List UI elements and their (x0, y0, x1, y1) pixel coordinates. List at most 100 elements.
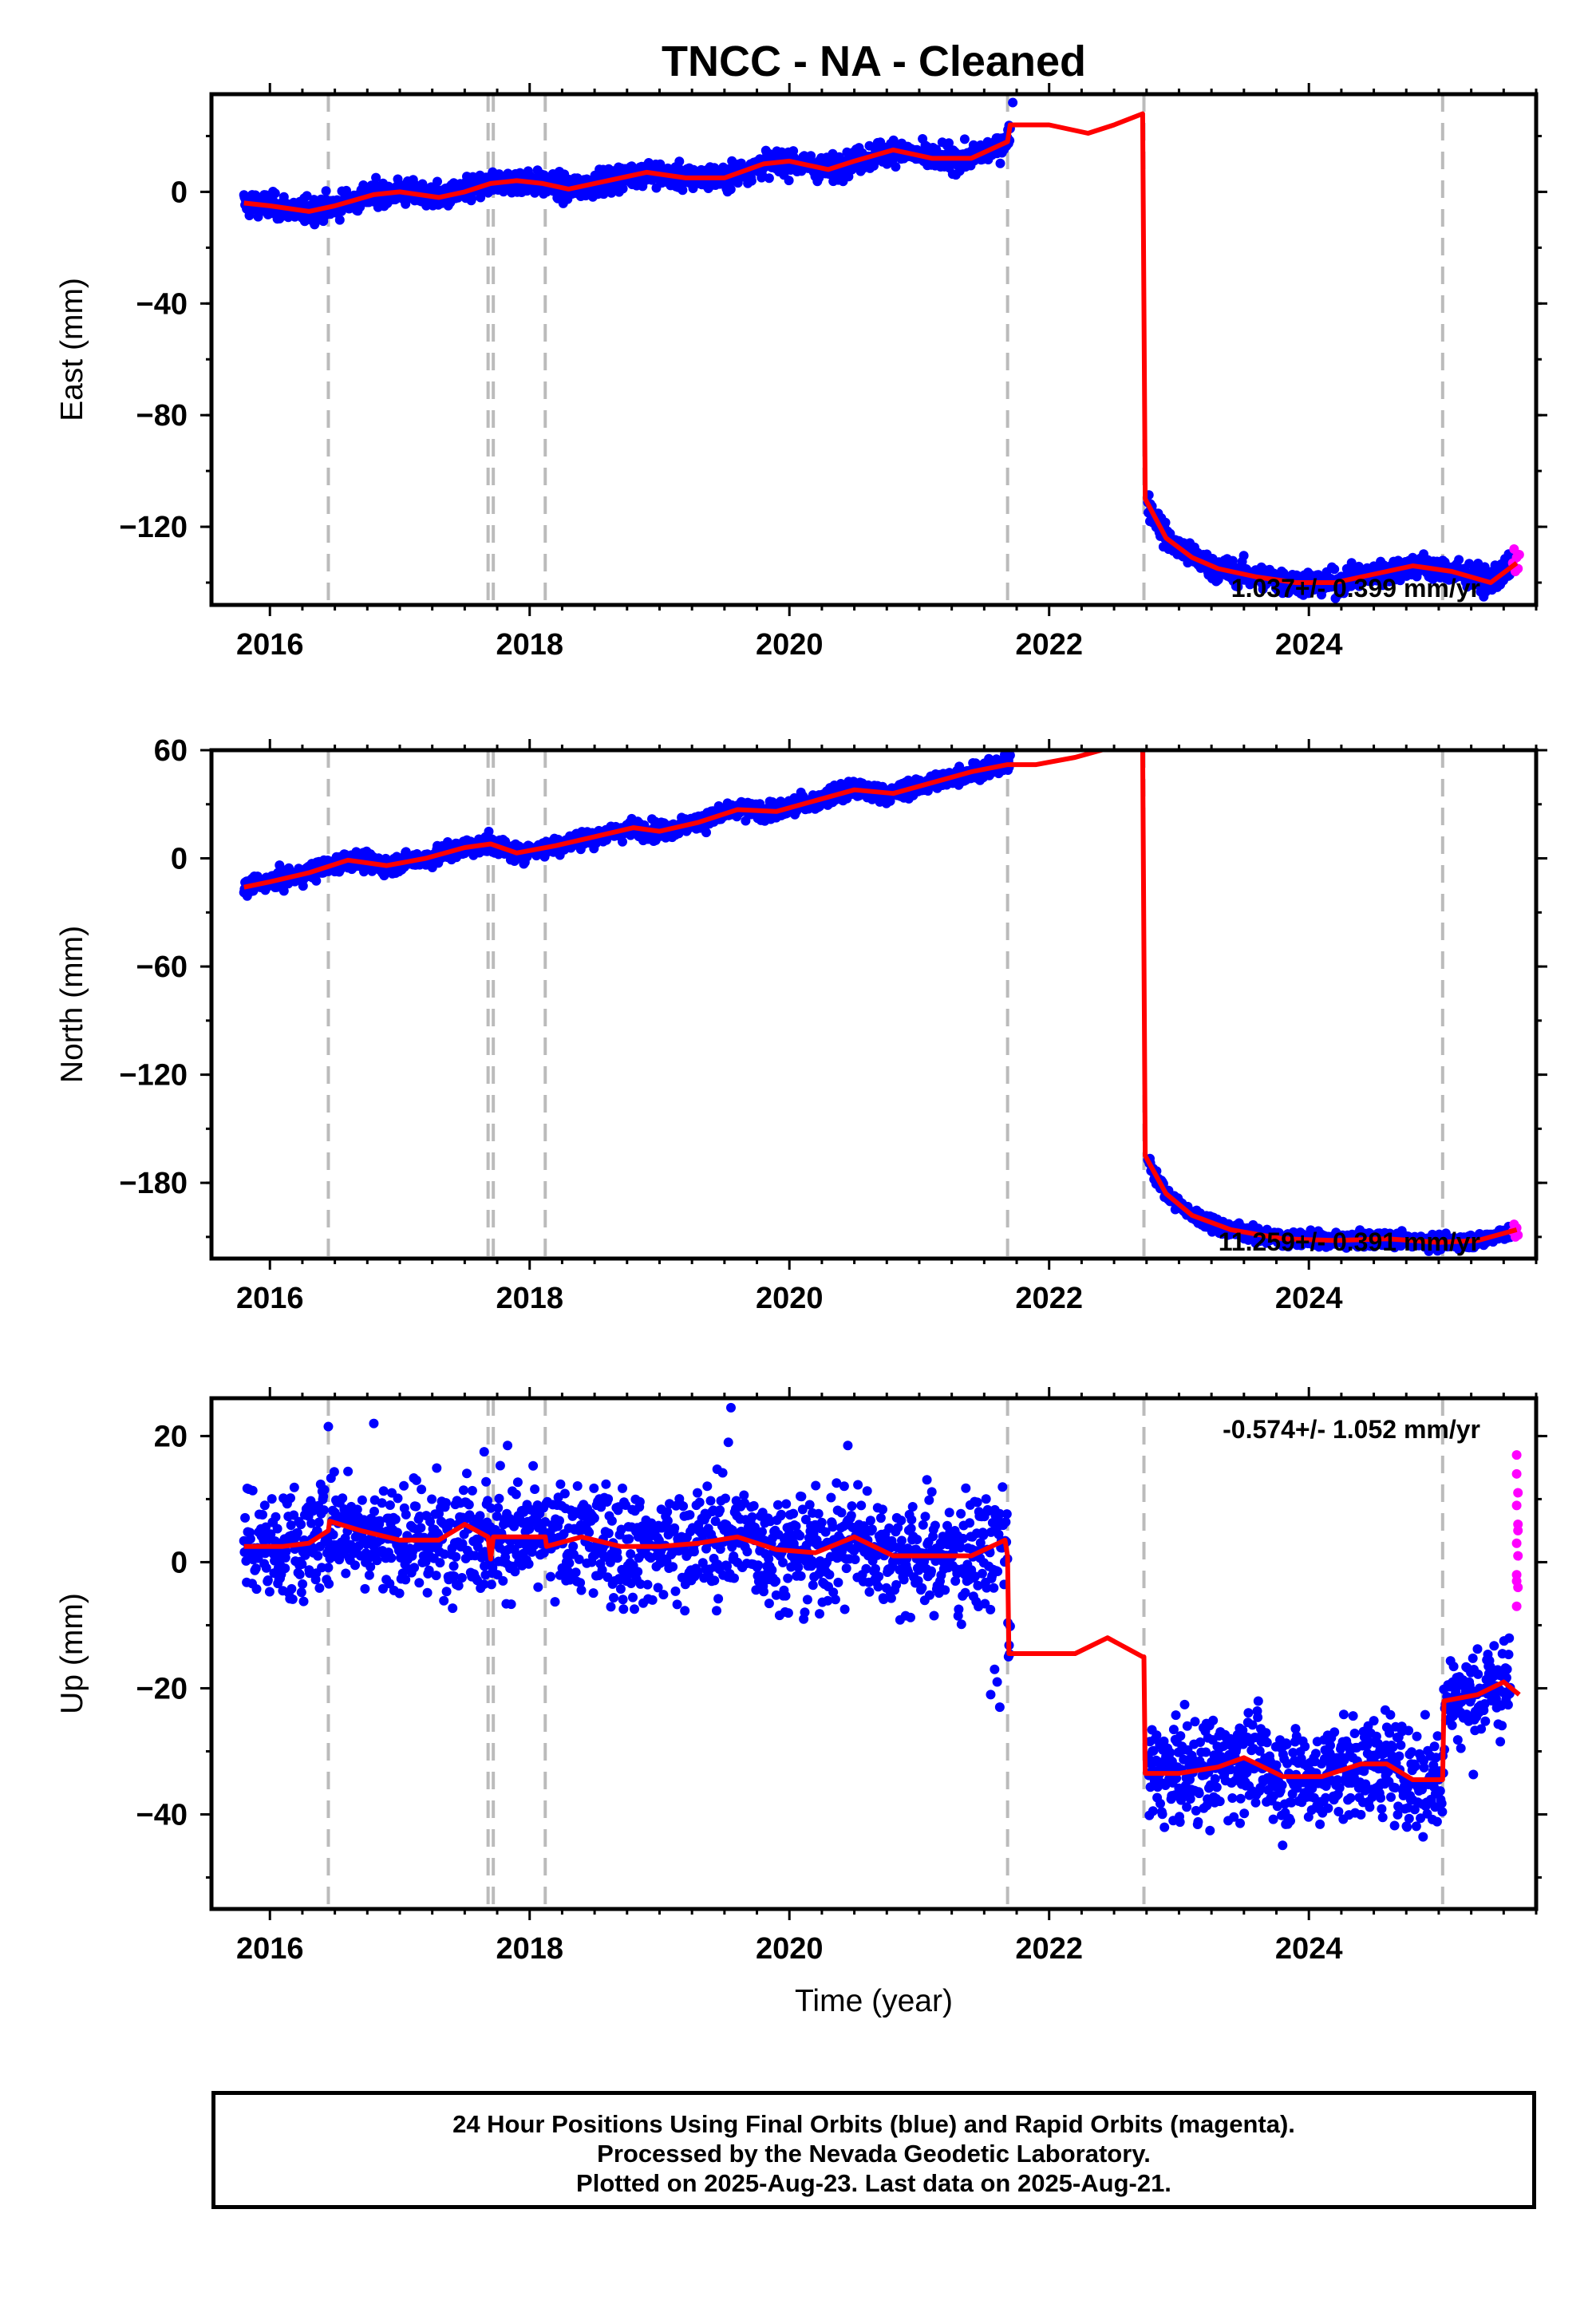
data-point (286, 1583, 297, 1594)
data-point (422, 1587, 433, 1598)
data-point (306, 1518, 317, 1528)
data-point (424, 1565, 434, 1575)
data-point (606, 188, 617, 198)
data-point (311, 875, 322, 886)
data-point (481, 1476, 492, 1487)
model-line (243, 750, 1518, 1245)
data-point (270, 188, 280, 199)
data-point (399, 1480, 409, 1491)
data-point (458, 1485, 468, 1496)
data-point (374, 1516, 385, 1526)
data-point (321, 186, 331, 196)
data-point (439, 1549, 449, 1559)
data-point (267, 1494, 277, 1504)
data-point (494, 1493, 504, 1504)
x-tick-label: 2022 (1015, 628, 1083, 662)
x-tick-label: 2018 (496, 628, 563, 662)
data-point (244, 211, 255, 220)
data-point (512, 1477, 523, 1488)
data-point (457, 1539, 468, 1549)
data-point (806, 151, 816, 161)
x-tick-label: 2020 (756, 1282, 824, 1315)
x-tick-label: 2022 (1015, 1282, 1083, 1315)
data-point (341, 1568, 351, 1579)
y-axis-label: North (mm) (55, 926, 89, 1083)
data-point (305, 1568, 314, 1579)
data-point (294, 1569, 305, 1579)
plot-frame (209, 748, 1539, 1261)
data-point (357, 1495, 367, 1505)
data-point (313, 1551, 323, 1561)
data-point (314, 1583, 325, 1593)
data-point (264, 1587, 275, 1597)
data-point (432, 1463, 442, 1473)
data-point (261, 1522, 271, 1532)
data-point (280, 1563, 290, 1574)
rate-label: 1.037+/- 0.399 mm/yr (1231, 574, 1480, 603)
data-point (618, 184, 628, 194)
data-point (297, 1559, 307, 1569)
data-point (409, 1563, 420, 1573)
data-point (439, 1595, 449, 1606)
data-point (401, 1575, 411, 1585)
data-point (618, 836, 627, 847)
data-point (495, 1460, 505, 1471)
data-point (475, 1511, 485, 1521)
data-point (1233, 582, 1243, 592)
y-tick-label: −120 (119, 511, 188, 544)
data-point (343, 1466, 354, 1476)
data-point (364, 1570, 374, 1580)
data-point (1008, 97, 1018, 108)
plot-area (239, 750, 1523, 1259)
data-point (302, 191, 312, 201)
data-point (350, 1560, 360, 1571)
data-point (352, 1504, 362, 1515)
panel-north: 2016 2018 2020 2022 2024600−60−120−180North … (55, 734, 1547, 1315)
data-point (784, 176, 794, 186)
data-point (393, 1493, 403, 1504)
data-point (247, 1485, 258, 1496)
data-point (289, 1510, 299, 1520)
data-point (1238, 551, 1249, 561)
data-point (312, 1526, 322, 1536)
data-point (885, 796, 895, 806)
data-point (385, 1579, 395, 1589)
data-point (251, 1584, 262, 1595)
data-point (266, 1529, 276, 1539)
data-point (425, 1516, 435, 1527)
data-point (1454, 555, 1464, 565)
data-point (298, 1579, 308, 1589)
data-point (261, 1563, 271, 1573)
data-point (298, 1596, 309, 1607)
x-tick-label: 2016 (236, 628, 304, 662)
data-point (464, 1500, 474, 1510)
data-point (888, 135, 899, 145)
data-point (365, 1562, 376, 1572)
data-point (258, 1510, 267, 1520)
data-point (486, 1579, 496, 1590)
data-point (445, 1518, 456, 1528)
data-point (427, 1494, 437, 1504)
data-point (891, 162, 901, 172)
final-orbit-points (239, 97, 1515, 603)
data-point (764, 173, 774, 184)
data-point (467, 1485, 477, 1496)
data-point (319, 1484, 330, 1495)
plot-frame (209, 92, 1539, 607)
chart-title: TNCC - NA - Cleaned (662, 38, 1086, 85)
data-point (449, 1571, 460, 1582)
plot-area (239, 94, 1524, 605)
data-point (394, 1588, 405, 1599)
data-point (296, 1520, 306, 1530)
data-point (338, 1493, 348, 1504)
data-point (510, 1567, 520, 1577)
data-point (725, 184, 736, 195)
data-point (441, 1587, 452, 1597)
data-point (467, 194, 477, 204)
y-axis-label: East (mm) (55, 278, 89, 421)
x-tick-label: 2024 (1275, 1282, 1343, 1315)
data-point (318, 1505, 329, 1516)
final-orbit-points (239, 1402, 1515, 1851)
